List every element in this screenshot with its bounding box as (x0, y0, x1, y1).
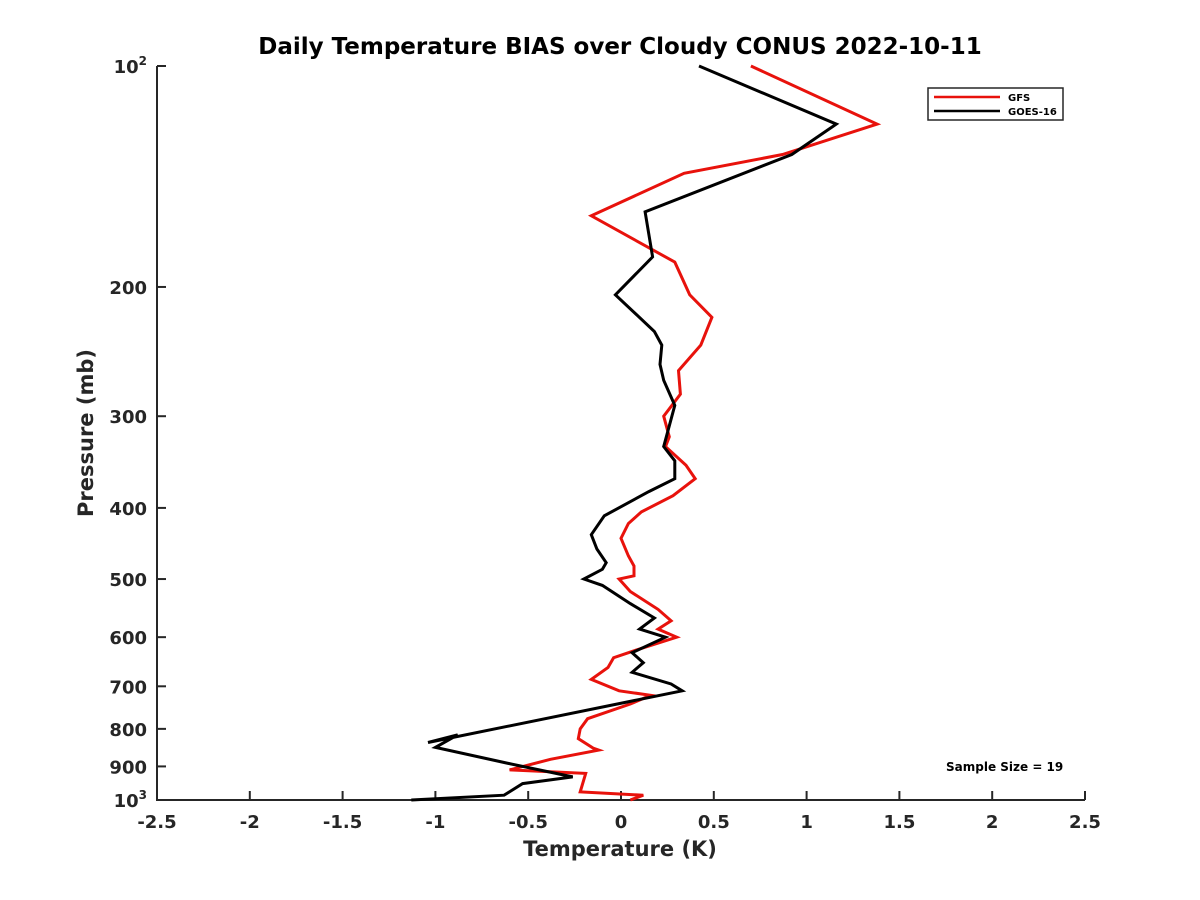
chart-title: Daily Temperature BIAS over Cloudy CONUS… (258, 34, 981, 60)
plot-area: -2.5 -2 -1.5 -1 -0.5 0 0.5 1 1.5 2 2.5 102 200 300 40… (109, 54, 1101, 833)
series-line-goes16 (411, 64, 840, 802)
y-axis-label: Pressure (mb) (74, 349, 98, 517)
legend-box (927, 87, 1064, 121)
y-tick-label: 600 (109, 628, 147, 649)
legend-label-goes16: GOES-16 (1008, 107, 1057, 118)
legend: GFS GOES-16 (927, 87, 1064, 121)
y-axis-ticks: 102 200 300 400 500 600 700 800 900 103 (109, 54, 166, 812)
y-tick-label: 103 (114, 788, 147, 812)
sample-size-annotation: Sample Size = 19 (946, 760, 1063, 774)
x-tick-label: -1 (425, 812, 445, 833)
x-axis-label: Temperature (K) (523, 837, 717, 861)
x-tick-label: 2.5 (1069, 812, 1101, 833)
x-tick-label: -2 (240, 812, 260, 833)
series-lines (411, 64, 882, 802)
x-tick-label: -2.5 (137, 812, 176, 833)
y-tick-label: 102 (114, 54, 147, 78)
y-tick-label: 800 (109, 720, 147, 741)
x-tick-label: 1 (800, 812, 813, 833)
x-tick-label: -1.5 (323, 812, 362, 833)
y-tick-label: 200 (109, 278, 147, 299)
y-tick-label: 500 (109, 570, 147, 591)
y-tick-label: 400 (109, 499, 147, 520)
x-tick-label: 0 (615, 812, 628, 833)
x-tick-label: 2 (986, 812, 999, 833)
series-line-gfs (509, 64, 882, 802)
y-tick-label: 700 (109, 677, 147, 698)
x-tick-label: -0.5 (509, 812, 548, 833)
x-tick-label: 1.5 (883, 812, 915, 833)
x-tick-label: 0.5 (698, 812, 730, 833)
y-tick-label: 900 (109, 757, 147, 778)
legend-label-gfs: GFS (1008, 93, 1030, 104)
y-tick-label: 300 (109, 407, 147, 428)
x-axis-ticks: -2.5 -2 -1.5 -1 -0.5 0 0.5 1 1.5 2 2.5 (137, 791, 1101, 833)
